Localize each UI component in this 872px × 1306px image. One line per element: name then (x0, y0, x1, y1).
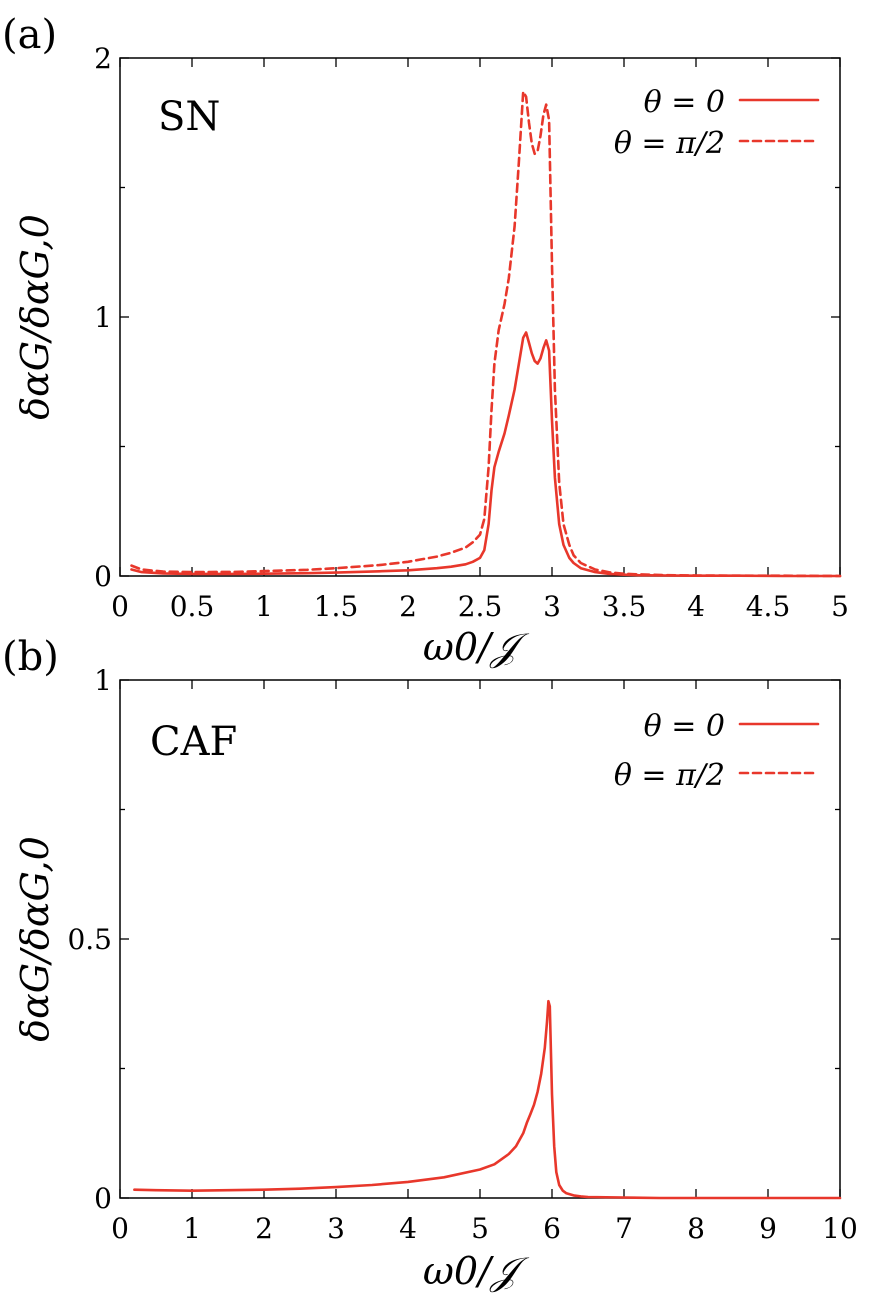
panel-a-x-tick-labels: 0 0.5 1 1.5 2 2.5 3 3.5 4 4.5 5 (111, 590, 849, 623)
panel-a-y-axis-title: δαG/δαG,0 (13, 214, 57, 420)
panel-a-legend-label-thetapi2: θ = π/2 (614, 126, 725, 161)
panel-b-x-tick-label: 1 (183, 1212, 201, 1245)
panel-b-series-theta0-line (133, 999, 842, 1200)
panel-a-series-theta0-line (130, 331, 842, 578)
panel-a-x-axis-title: ω0/𝒥 (423, 625, 530, 669)
panel-a-series-thetapi2-line (130, 90, 842, 578)
panel-b-ticks (119, 679, 841, 1199)
panel-a-legend-label-theta0: θ = 0 (644, 85, 725, 120)
panel-a-x-tick-label: 0.5 (170, 590, 215, 623)
panel-a-y-tick-labels: 0 1 2 (94, 42, 112, 593)
panel-b-x-tick-label: 8 (687, 1212, 705, 1245)
panel-a-y-tick-label: 0 (94, 560, 112, 593)
panel-a-y-tick-label: 1 (94, 301, 112, 334)
panel-a-y-tick-label: 2 (94, 42, 112, 75)
panel-b-legend: θ = 0 θ = π/2 (614, 709, 820, 793)
panel-a-phase-label: SN (158, 94, 220, 140)
panel-a-x-tick-label: 4 (687, 590, 705, 623)
panel-a-sn: (a) 0 0.5 1 1.5 2 2.5 3 3.5 4 4.5 5 0 1 … (2, 12, 849, 669)
panel-b-caf: (b) 0 1 2 3 4 5 6 7 8 9 10 0 0.5 1 ω0/𝒥 … (2, 634, 858, 1293)
panel-a-x-tick-label: 1 (255, 590, 273, 623)
panel-b-x-tick-label: 7 (615, 1212, 633, 1245)
panel-a-x-tick-label: 0 (111, 590, 129, 623)
panel-b-x-tick-label: 6 (543, 1212, 561, 1245)
panel-a-label: (a) (2, 12, 57, 58)
panel-a-series (130, 90, 842, 578)
panel-a-legend: θ = 0 θ = π/2 (614, 85, 820, 161)
panel-b-x-tick-label: 5 (471, 1212, 489, 1245)
panel-a-x-tick-label: 3 (543, 590, 561, 623)
panel-b-x-tick-label: 0 (111, 1212, 129, 1245)
panel-b-x-tick-label: 9 (759, 1212, 777, 1245)
panel-b-x-tick-label: 4 (399, 1212, 417, 1245)
panel-b-x-axis-title: ω0/𝒥 (423, 1249, 530, 1293)
panel-b-y-tick-label: 1 (94, 664, 112, 697)
panel-b-x-tick-label: 3 (327, 1212, 345, 1245)
panel-b-y-axis-title: δαG/δαG,0 (13, 836, 57, 1042)
panel-b-x-tick-labels: 0 1 2 3 4 5 6 7 8 9 10 (111, 1212, 858, 1245)
panel-b-x-tick-label: 2 (255, 1212, 273, 1245)
panel-b-x-tick-label: 10 (822, 1212, 858, 1245)
panel-b-label: (b) (2, 634, 59, 680)
panel-b-legend-label-theta0: θ = 0 (644, 709, 725, 744)
panel-b-y-tick-labels: 0 0.5 1 (67, 664, 112, 1215)
panel-b-y-tick-label: 0.5 (67, 923, 112, 956)
panel-b-y-tick-label: 0 (94, 1182, 112, 1215)
panel-a-x-tick-label: 2 (399, 590, 417, 623)
panel-a-ticks (119, 57, 841, 577)
panel-a-x-tick-label: 1.5 (314, 590, 359, 623)
panel-b-legend-label-thetapi2: θ = π/2 (614, 758, 725, 793)
panel-a-x-tick-label: 4.5 (746, 590, 791, 623)
panel-a-plot-frame (119, 57, 841, 577)
panel-a-x-tick-label: 5 (831, 590, 849, 623)
panel-b-series (133, 999, 842, 1200)
panel-b-phase-label: CAF (150, 719, 237, 765)
panel-a-x-tick-label: 3.5 (602, 590, 647, 623)
panel-a-x-tick-label: 2.5 (458, 590, 503, 623)
